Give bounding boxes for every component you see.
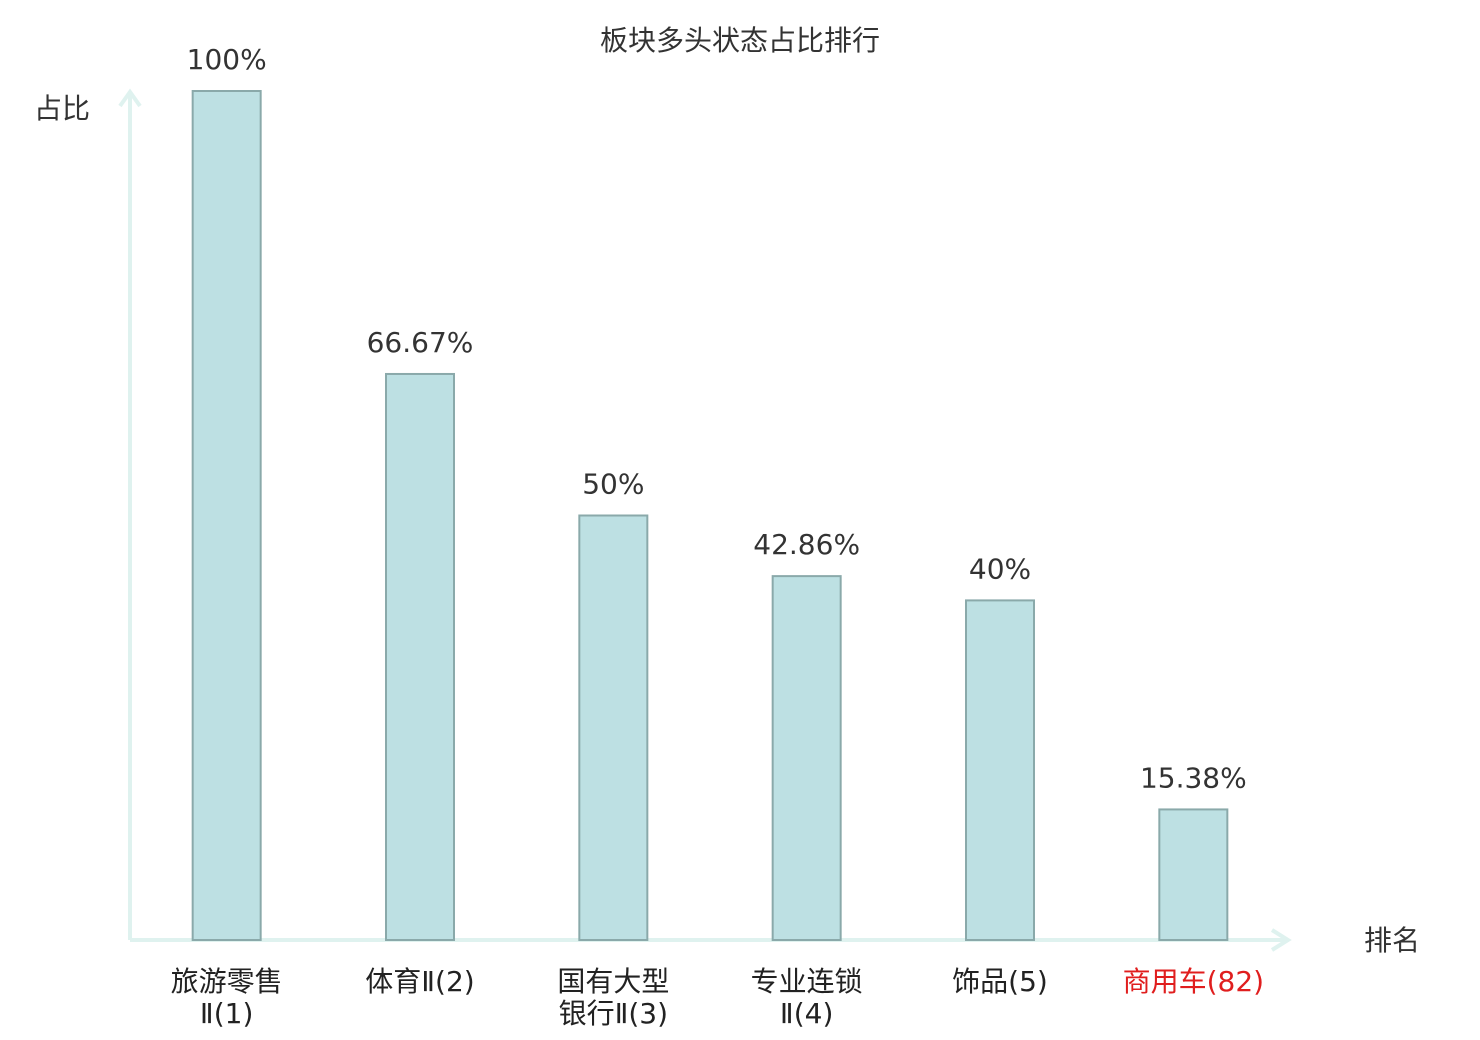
x-axis-label: 排名 xyxy=(1364,924,1420,957)
x-tick-label: 旅游零售 Ⅱ(1) xyxy=(170,965,283,1030)
x-arrow xyxy=(1270,928,1292,952)
x-tick-label: 体育Ⅱ(2) xyxy=(365,965,475,998)
value-label: 50% xyxy=(582,468,644,501)
bar xyxy=(771,575,842,941)
x-tick-label: 商用车(82) xyxy=(1122,965,1265,998)
bar xyxy=(1158,808,1229,942)
bar xyxy=(578,514,649,941)
chart-title: 板块多头状态占比排行 xyxy=(600,24,880,57)
value-label: 42.86% xyxy=(753,528,860,561)
bar xyxy=(965,599,1035,942)
axes xyxy=(118,88,1292,952)
bar xyxy=(385,372,455,942)
value-label: 100% xyxy=(187,43,267,76)
value-label: 66.67% xyxy=(367,326,474,359)
x-tick-label: 饰品(5) xyxy=(952,965,1048,998)
y-axis-label: 占比 xyxy=(34,92,90,125)
y-arrow xyxy=(118,88,142,108)
x-tick-label: 国有大型 银行Ⅱ(3) xyxy=(557,965,670,1030)
x-tick-label: 专业连锁 Ⅱ(4) xyxy=(750,965,863,1030)
value-label: 40% xyxy=(969,552,1031,585)
value-label: 15.38% xyxy=(1140,761,1247,794)
bar xyxy=(191,90,262,941)
